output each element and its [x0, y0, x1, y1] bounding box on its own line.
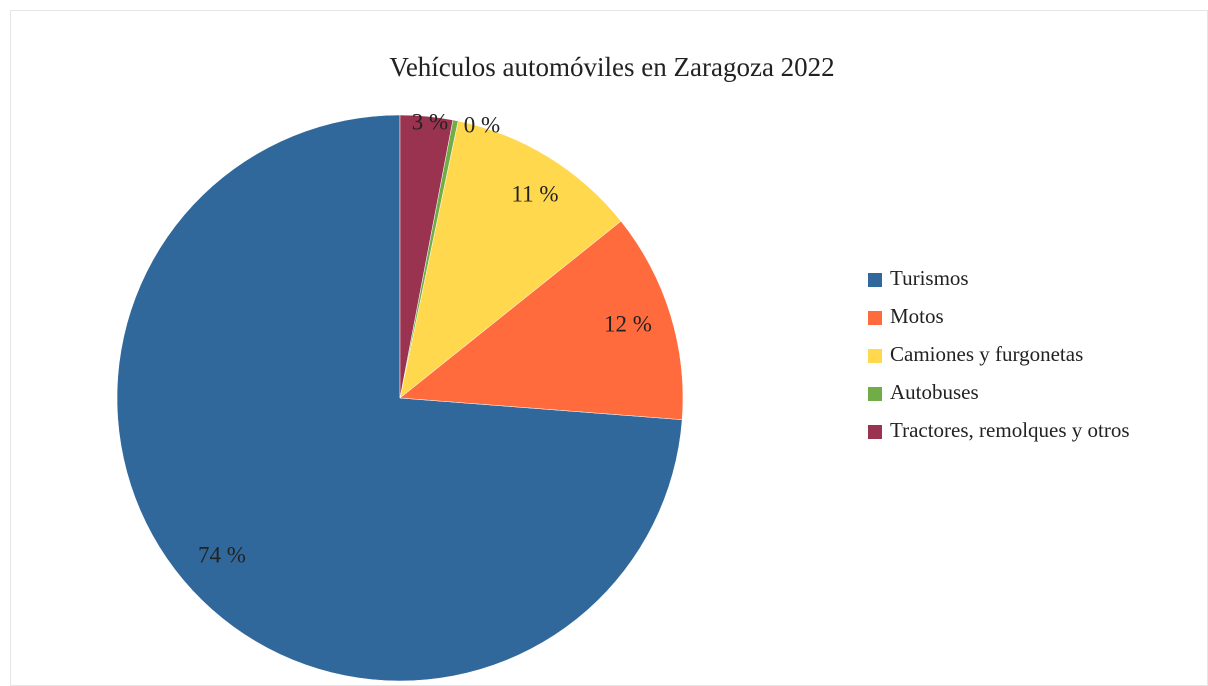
legend-swatch — [868, 311, 882, 325]
pie-slice — [399, 220, 684, 420]
legend-swatch — [868, 387, 882, 401]
data-label: 11 % — [511, 181, 558, 206]
data-label: 74 % — [198, 542, 246, 567]
legend-label: Autobuses — [890, 380, 979, 404]
legend-label: Motos — [890, 304, 944, 328]
chart-title: Vehículos automóviles en Zaragoza 2022 — [389, 52, 834, 82]
legend-swatch — [868, 425, 882, 439]
legend-swatch — [868, 349, 882, 363]
data-label: 0 % — [464, 112, 500, 137]
pie-slice — [116, 114, 683, 682]
pie-slice — [399, 114, 454, 399]
legend-label: Tractores, remolques y otros — [890, 418, 1130, 442]
data-label: 12 % — [604, 311, 652, 336]
data-label: 3 % — [412, 109, 448, 134]
legend-swatch — [868, 273, 882, 287]
legend-label: Camiones y furgonetas — [890, 342, 1083, 366]
pie-slice — [399, 120, 622, 399]
legend-label: Turismos — [890, 266, 969, 290]
